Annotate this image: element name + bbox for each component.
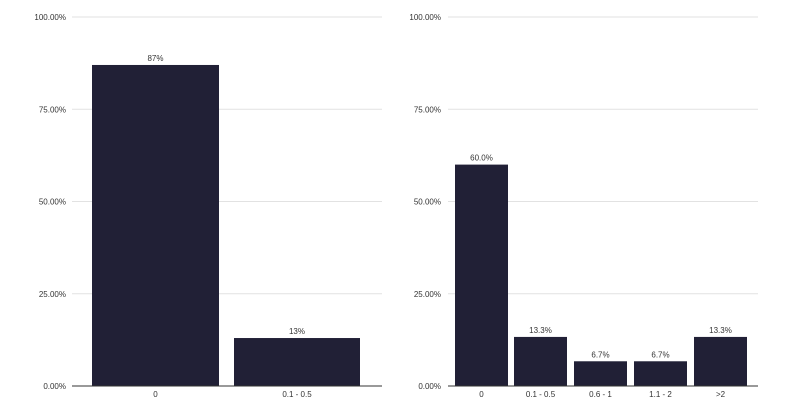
bar [92,64,219,386]
y-tick-label: 0.00% [418,382,441,391]
x-category-label: 0 [153,390,158,399]
y-tick-label: 0.00% [43,382,66,391]
data-label: 87% [147,54,163,63]
y-tick-label: 50.00% [414,198,441,207]
bar [455,164,508,386]
chart-left: 0.00% 25.00% 50.00% 75.00% 100.00% 87% 0 13% 0.1… [34,13,382,399]
bar [234,338,360,386]
bar [574,361,627,386]
data-label: 6.7% [591,350,609,359]
data-label: 13.3% [709,326,732,335]
bar [514,336,567,386]
x-category-label: 0.6 - 1 [589,390,612,399]
data-label: 60.0% [470,154,493,163]
y-tick-label: 100.00% [409,13,441,22]
data-label: 13% [289,327,305,336]
x-category-label: 0.1 - 0.5 [526,390,556,399]
y-tick-label: 75.00% [414,105,441,114]
y-tick-label: 25.00% [39,290,66,299]
x-category-label: >2 [716,390,726,399]
y-tick-label: 50.00% [39,198,66,207]
y-tick-label: 25.00% [414,290,441,299]
y-tick-label: 100.00% [34,13,66,22]
data-label: 6.7% [651,350,669,359]
x-category-label: 0.1 - 0.5 [282,390,312,399]
x-category-label: 0 [479,390,484,399]
bar [694,336,747,386]
data-label: 13.3% [529,326,552,335]
bar [634,361,687,386]
chart-right: 0.00% 25.00% 50.00% 75.00% 100.00% 60.0% 0 13.3… [409,13,758,399]
x-category-label: 1.1 - 2 [649,390,672,399]
y-tick-label: 75.00% [39,105,66,114]
